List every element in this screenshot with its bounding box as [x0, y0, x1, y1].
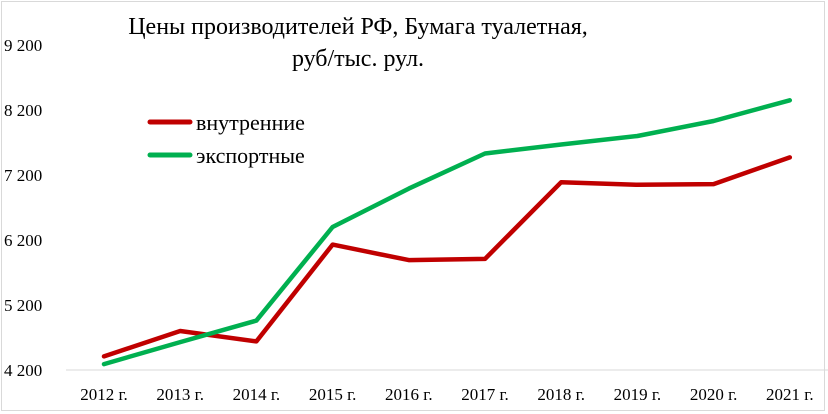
legend-item-export: экспортные — [147, 143, 305, 168]
y-tick-label: 4 200 — [4, 361, 42, 380]
x-tick-label: 2013 г. — [156, 385, 204, 404]
legend: внутренние экспортные — [147, 110, 305, 168]
y-tick-label: 9 200 — [4, 36, 42, 55]
chart-title: Цены производителей РФ, Бумага туалетная… — [128, 14, 588, 72]
x-tick-label: 2016 г. — [385, 385, 433, 404]
x-tick-label: 2020 г. — [690, 385, 738, 404]
x-tick-label: 2012 г. — [80, 385, 128, 404]
x-axis-tick-labels: 2012 г. 2013 г. 2014 г. 2015 г. 2016 г. 2017 … — [80, 385, 813, 404]
y-tick-label: 5 200 — [4, 296, 42, 315]
legend-label-export: экспортные — [196, 143, 305, 168]
x-tick-label: 2015 г. — [309, 385, 357, 404]
series-line-export — [101, 98, 793, 367]
chart-title-line-1: Цены производителей РФ, Бумага туалетная… — [128, 14, 588, 40]
x-tick-label: 2018 г. — [537, 385, 585, 404]
x-tick-label: 2021 г. — [766, 385, 814, 404]
y-tick-label: 8 200 — [4, 101, 42, 120]
y-tick-label: 6 200 — [4, 231, 42, 250]
x-tick-label: 2017 г. — [461, 385, 509, 404]
legend-item-domestic: внутренние — [147, 110, 305, 135]
x-tick-label: 2014 г. — [233, 385, 281, 404]
y-tick-label: 7 200 — [4, 166, 42, 185]
chart-title-line-2: руб/тыс. рул. — [292, 46, 424, 72]
x-tick-label: 2019 г. — [614, 385, 662, 404]
legend-label-domestic: внутренние — [196, 110, 305, 135]
y-axis-tick-labels: 4 200 5 200 6 200 7 200 8 200 9 200 — [4, 36, 42, 380]
series-lines — [101, 98, 793, 367]
series-line-domestic — [101, 155, 793, 359]
